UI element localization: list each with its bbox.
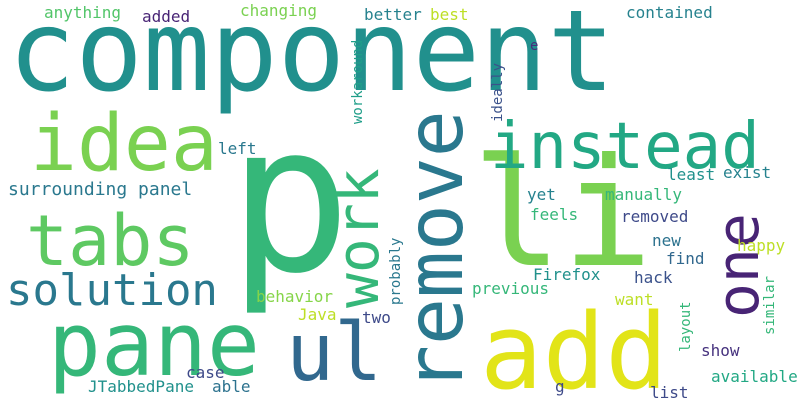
word-available: available [711,367,798,386]
word-hack: hack [634,268,673,287]
word-remove: remove [391,110,481,392]
word-new: new [652,231,681,250]
word-case: case [186,363,225,382]
word-list: list [650,383,689,400]
word-two: two [362,308,391,327]
word-better: better [364,5,422,24]
word-behavior: behavior [256,287,333,306]
word-feels: feels [530,205,578,224]
word-show: show [701,341,740,360]
word-one: one [704,213,772,318]
word-ul: ul [286,306,382,399]
word-least: least [667,165,715,184]
word-p: p [228,81,351,319]
word-e: e [530,38,538,54]
word-removed: removed [621,207,688,226]
word-contained: contained [626,3,713,22]
word-exist: exist [723,163,771,182]
word-find: find [666,249,705,268]
word-component: component [8,0,615,117]
word-able: able [212,377,251,396]
word-workaround: workaround [350,40,366,124]
word-added: added [142,7,190,26]
word-li: li [472,127,653,301]
word-ideally: ideally [490,63,506,122]
word-pane: pane [48,293,260,396]
word-java: Java [298,305,337,324]
word-instead: instead [490,110,760,184]
word-g: g [555,377,565,396]
word-want: want [615,290,654,309]
word-best: best [430,5,469,24]
word-layout: layout [678,301,694,352]
word-tabs: tabs [26,200,195,282]
word-idea: idea [30,99,218,189]
word-previous: previous [472,279,549,298]
word-left: left [218,139,257,158]
word-surrounding-panel: surrounding panel [8,179,192,200]
word-add: add [480,291,668,400]
word-firefox: Firefox [533,265,601,284]
word-work: work [324,168,392,308]
word-changing: changing [240,1,317,20]
word-probably: probably [388,238,404,305]
word-happy: happy [737,236,786,255]
word-similar: similar [762,276,778,335]
word-manually: manually [605,185,682,204]
word-anything: anything [44,3,121,22]
word-yet: yet [527,185,556,204]
word-jtabbedpane: JTabbedPane [88,377,194,396]
word-solution: solution [6,265,218,316]
